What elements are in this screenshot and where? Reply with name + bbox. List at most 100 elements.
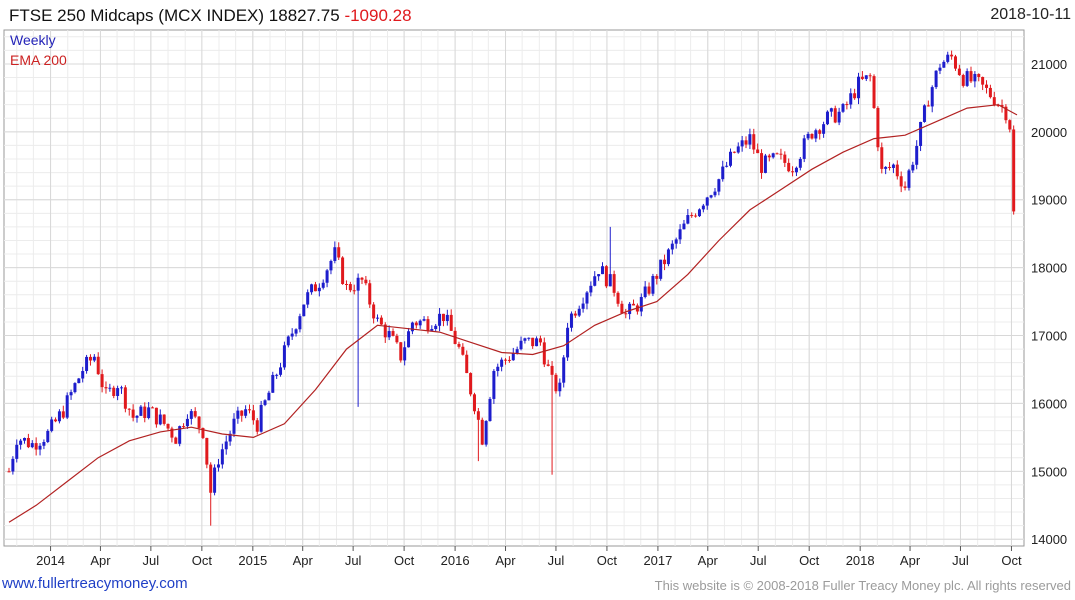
candle-body [818, 130, 822, 134]
candle-body [732, 151, 736, 153]
candle-body [11, 458, 15, 472]
candle-body [418, 320, 422, 326]
candle-body [492, 371, 496, 399]
candle-body [736, 146, 740, 153]
chart-title: FTSE 250 Midcaps (MCX INDEX) 18827.75 -1… [9, 6, 412, 26]
candle-body [213, 467, 217, 493]
candle-body [275, 374, 279, 376]
plot-frame [3, 29, 1025, 547]
candle-body [857, 76, 861, 99]
candle-body [127, 408, 131, 410]
candle-body [407, 331, 411, 348]
candle-body [170, 428, 174, 438]
candle-body [162, 414, 166, 424]
candle-body [663, 259, 667, 265]
candle-body [88, 356, 92, 361]
candle-body [907, 170, 911, 188]
candle-body [655, 275, 659, 279]
candle-body [562, 357, 566, 383]
x-tick-label: Oct [1001, 553, 1022, 568]
candle-body [531, 337, 535, 347]
candle-body [255, 420, 259, 432]
candle-body [282, 345, 286, 368]
candle-body [694, 215, 698, 217]
candle-body [360, 277, 364, 280]
x-tick-label: Apr [900, 553, 921, 568]
candle-body [872, 76, 876, 108]
candle-body [85, 356, 89, 372]
candle-body [480, 419, 484, 445]
candle-body [139, 406, 143, 416]
candle-body [430, 329, 434, 331]
candle-body [119, 387, 123, 389]
candle-body [624, 313, 628, 315]
candle-body [426, 319, 430, 331]
candle-body [279, 367, 283, 375]
candle-body [899, 176, 903, 187]
x-tick-label: 2018 [846, 553, 875, 568]
candle-body [849, 93, 853, 105]
candle-body [853, 93, 857, 99]
candle-body [434, 325, 438, 330]
candle-body [721, 166, 725, 180]
candle-body [938, 67, 942, 71]
candle-body [387, 331, 391, 338]
candle-body [143, 406, 147, 419]
candle-body [302, 304, 306, 317]
candle-body [321, 282, 325, 288]
candle-body [589, 285, 593, 293]
candle-body [69, 392, 73, 396]
candle-body [313, 284, 317, 292]
candle-body [383, 324, 387, 338]
candle-body [1012, 129, 1016, 212]
candle-body [942, 61, 946, 68]
candle-body [558, 382, 562, 392]
candle-body [92, 356, 96, 361]
candle-body [496, 366, 500, 372]
candle-body [888, 166, 892, 168]
candle-body [201, 427, 205, 438]
candle-body [791, 171, 795, 173]
x-tick-label: Apr [698, 553, 719, 568]
candle-body [988, 87, 992, 98]
candle-body [244, 409, 248, 416]
candle-body [395, 335, 399, 343]
candle-body [794, 167, 798, 173]
candle-body [42, 442, 46, 446]
candle-body [519, 340, 523, 350]
candle-body [798, 158, 802, 168]
candle-body [515, 349, 519, 354]
candle-body [344, 283, 348, 285]
candle-body [996, 104, 1000, 106]
candle-body [504, 359, 508, 361]
candle-body [438, 313, 442, 326]
candle-body [174, 437, 178, 444]
website-link[interactable]: www.fullertreacymoney.com [2, 575, 188, 592]
candle-body [290, 333, 294, 337]
candle-body [372, 304, 376, 319]
candle-body [787, 162, 791, 172]
candle-body [441, 313, 445, 322]
chart-date: 2018-10-11 [990, 6, 1071, 23]
candle-body [919, 121, 923, 146]
candle-body [232, 418, 236, 434]
candle-body [779, 153, 783, 155]
candle-body [26, 437, 30, 448]
candle-body [686, 215, 690, 224]
candle-body [193, 411, 197, 417]
candle-body [775, 153, 779, 155]
candle-body [476, 411, 480, 420]
candle-body [158, 414, 162, 425]
candle-body [488, 398, 492, 422]
y-tick-label: 17000 [1031, 329, 1067, 344]
candle-body [364, 279, 368, 284]
y-tick-label: 19000 [1031, 193, 1067, 208]
candle-body [30, 443, 34, 448]
candle-body [23, 437, 27, 441]
candle-body [659, 259, 663, 279]
candle-body [829, 108, 833, 112]
x-tick-label: Jul [143, 553, 160, 568]
candle-body [1004, 106, 1008, 121]
candle-body [182, 426, 186, 428]
candle-body [729, 151, 733, 166]
